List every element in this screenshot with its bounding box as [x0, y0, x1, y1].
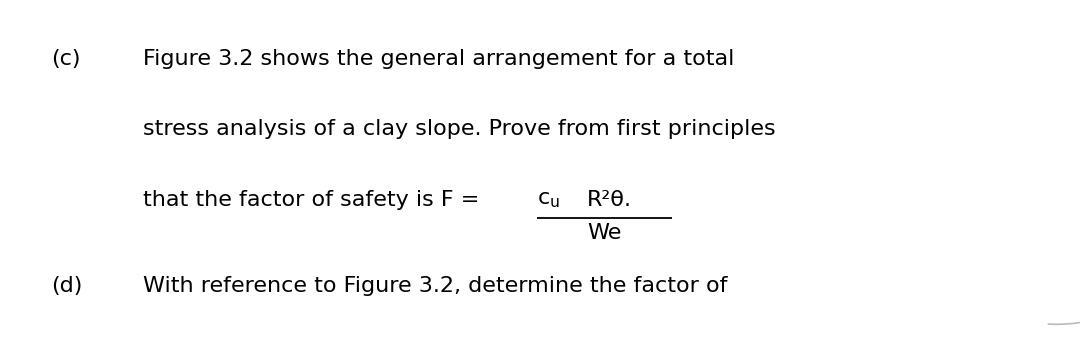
Text: With reference to Figure 3.2, determine the factor of: With reference to Figure 3.2, determine …: [144, 276, 728, 296]
Text: stress analysis of a clay slope. Prove from first principles: stress analysis of a clay slope. Prove f…: [144, 119, 775, 139]
Text: that the factor of safety is F =: that the factor of safety is F =: [144, 190, 487, 210]
Text: (c): (c): [51, 49, 81, 69]
Text: safety given that $\mathregular{c_u}$ = 60kPa, R = 18m, θ = 98°,: safety given that $\mathregular{c_u}$ = …: [144, 344, 683, 345]
Text: Figure 3.2 shows the general arrangement for a total: Figure 3.2 shows the general arrangement…: [144, 49, 734, 69]
Text: $\mathregular{c_u}$: $\mathregular{c_u}$: [537, 190, 559, 210]
Text: (d): (d): [51, 276, 82, 296]
Text: We: We: [588, 223, 622, 243]
Text: R²θ.: R²θ.: [586, 190, 632, 210]
